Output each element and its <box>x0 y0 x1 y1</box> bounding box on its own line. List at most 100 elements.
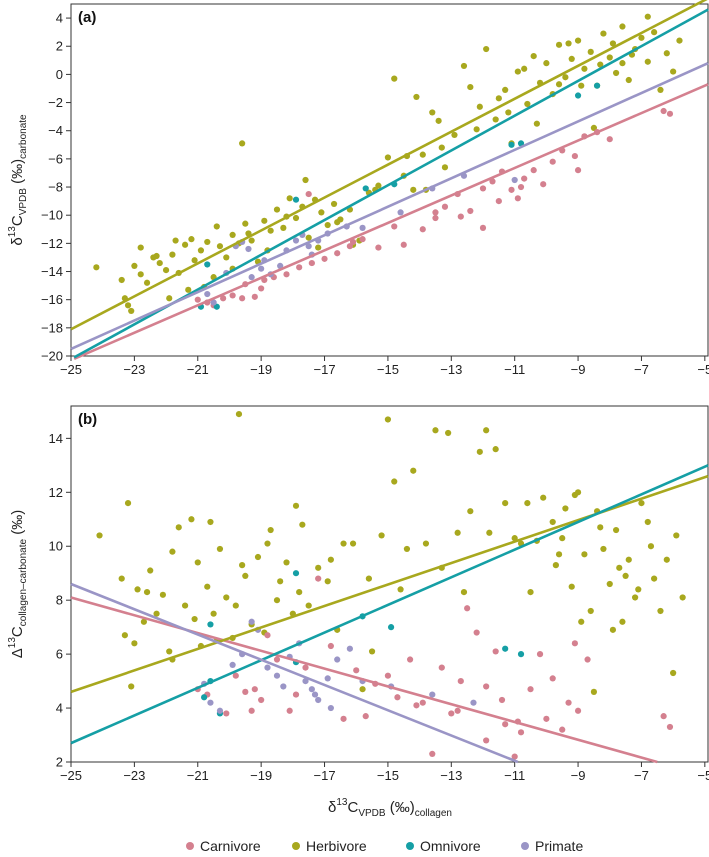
panel-a-x-tick-label: −19 <box>250 362 272 377</box>
panel-b-herbivore-point <box>600 545 607 553</box>
panel-b-carnivore-point <box>511 753 518 760</box>
legend-marker-carnivore <box>186 842 194 850</box>
panel-b-herbivore-point <box>549 518 556 526</box>
panel-a-primate-point <box>292 237 300 244</box>
panel-b-herbivore-point <box>483 427 490 434</box>
panel-b-herbivore-point <box>296 588 303 596</box>
panel-b-herbivore-point <box>124 499 132 507</box>
panel-b-herbivore-point <box>143 588 151 596</box>
panel-a-herbivore-point <box>169 251 176 258</box>
panel-b-x-tick-label: −7 <box>634 768 649 783</box>
panel-b-herbivore-point <box>657 607 664 615</box>
panel-b-omnivore-point <box>292 570 300 577</box>
panel-b-herbivore-point <box>581 551 588 558</box>
panel-a-herbivore-point <box>555 81 563 88</box>
panel-a-herbivore-point <box>460 62 468 70</box>
panel-b-carnivore-point <box>362 713 369 720</box>
panel-b-primate-point <box>280 683 287 690</box>
panel-a-y-tick-label: 4 <box>56 11 63 26</box>
panel-a-primate-point <box>248 274 255 281</box>
panel-b-x-tick-label: −19 <box>250 768 272 783</box>
panel-a-carnivore-point <box>308 259 315 267</box>
panel-a-omnivore-point <box>213 303 220 310</box>
panel-a-herbivore-point <box>229 231 236 239</box>
panel-a-carnivore-point <box>606 136 613 143</box>
panel-a-y-tick-label: −8 <box>48 180 63 195</box>
panel-b-omnivore-point <box>387 624 395 631</box>
panel-b-herbivore-point <box>267 526 274 534</box>
panel-b-herbivore-point <box>454 529 461 536</box>
panel-a-carnivore-point <box>419 226 426 233</box>
panel-b-herbivore-point <box>277 578 284 585</box>
panel-b-y-tick-label: 14 <box>49 431 63 446</box>
panel-a-herbivore-point <box>612 69 620 77</box>
panel-b-primate-point <box>334 656 341 663</box>
panel-a-x-tick-label: −11 <box>504 362 525 377</box>
panel-b-carnivore-point <box>248 707 255 714</box>
panel-b-carnivore-point <box>464 605 471 612</box>
panel-a-y-tick-label: −16 <box>41 292 63 307</box>
panel-b-carnivore-point <box>454 707 461 714</box>
panel-a-herbivore-point <box>280 224 287 231</box>
panel-b-herbivore-point <box>188 516 195 523</box>
panel-b-carnivore-point <box>666 723 674 731</box>
panel-a-carnivore-point <box>549 158 556 165</box>
panel-a-y-tick-label: −14 <box>41 264 63 279</box>
panel-a-carnivore-point <box>517 183 525 191</box>
panel-a-herbivore-point <box>273 206 281 213</box>
panel-b-herbivore-point <box>216 545 224 553</box>
panel-b-herbivore-point <box>616 564 623 571</box>
panel-a-herbivore-point <box>292 214 300 222</box>
panel-b-primate-point <box>315 696 322 704</box>
panel-a-herbivore-point <box>181 241 189 248</box>
panel-a-herbivore-point <box>153 252 160 260</box>
panel-b-herbivore-point <box>445 429 452 437</box>
panel-b-herbivore-point <box>635 586 642 593</box>
panel-b-herbivore-point <box>651 575 658 582</box>
legend-label-primate: Primate <box>535 838 583 854</box>
panel-b-carnivore-point <box>340 715 347 722</box>
legend: Carnivore Herbivore Omnivore Primate <box>186 838 583 854</box>
panel-b-herbivore-point <box>223 594 230 601</box>
panel-a-y-tick-label: −4 <box>48 123 63 138</box>
panel-a-primate-point <box>277 262 284 269</box>
panel-a-omnivore-point <box>574 92 582 99</box>
panel-b-carnivore-point <box>242 688 249 695</box>
panel-a-primate-point <box>245 245 252 253</box>
panel-b-herbivore-point <box>632 594 639 601</box>
panel-b-herbivore-point <box>365 575 373 582</box>
panel-b-carnivore-point <box>571 640 578 647</box>
panel-a-herbivore-point <box>435 117 442 124</box>
panel-a-herbivore-point <box>644 58 651 65</box>
panel-a-carnivore-point <box>400 241 407 248</box>
panel-a-points <box>93 13 683 315</box>
panel-b-herbivore-point <box>397 586 404 593</box>
panel-a-carnivore-point <box>467 207 474 215</box>
panel-a-herbivore-point <box>384 154 392 161</box>
panel-b-herbivore-point <box>568 583 575 590</box>
panel-a-herbivore-point <box>473 126 480 133</box>
panel-b-x-tick-label: −21 <box>187 768 209 783</box>
panel-b-y-tick-label: 12 <box>49 485 63 500</box>
panel-a-carnivore-point <box>514 195 521 202</box>
panel-b-herbivore-point <box>524 499 531 507</box>
panel-a-carnivore-point <box>530 167 537 174</box>
panel-a-omnivore-point <box>508 141 515 148</box>
panel-a-carnivore-point <box>479 224 487 231</box>
panel-a-herbivore-point <box>505 109 512 116</box>
panel-a-y-tick-label: −20 <box>41 349 63 364</box>
panel-a-herbivore-point <box>124 302 132 309</box>
panel-a-herbivore-point <box>514 68 521 75</box>
panel-b-herbivore-point <box>622 572 629 580</box>
panel-a-herbivore-point <box>530 52 537 60</box>
panel-b-herbivore-point <box>131 640 138 647</box>
panel-a-y-tick-label: −18 <box>41 320 63 335</box>
panel-b-herbivore-point <box>552 562 559 569</box>
panel-a-y-tick-label: −12 <box>41 236 63 251</box>
panel-b-x-tick-label: −15 <box>377 768 399 783</box>
panel-a-x-tick-label: −7 <box>634 362 649 377</box>
panel-b-herbivore-point <box>571 491 578 499</box>
panel-b-carnivore-point <box>492 648 499 655</box>
panel-a-herbivore-point <box>521 65 528 72</box>
panel-b-herbivore-point <box>403 545 411 553</box>
